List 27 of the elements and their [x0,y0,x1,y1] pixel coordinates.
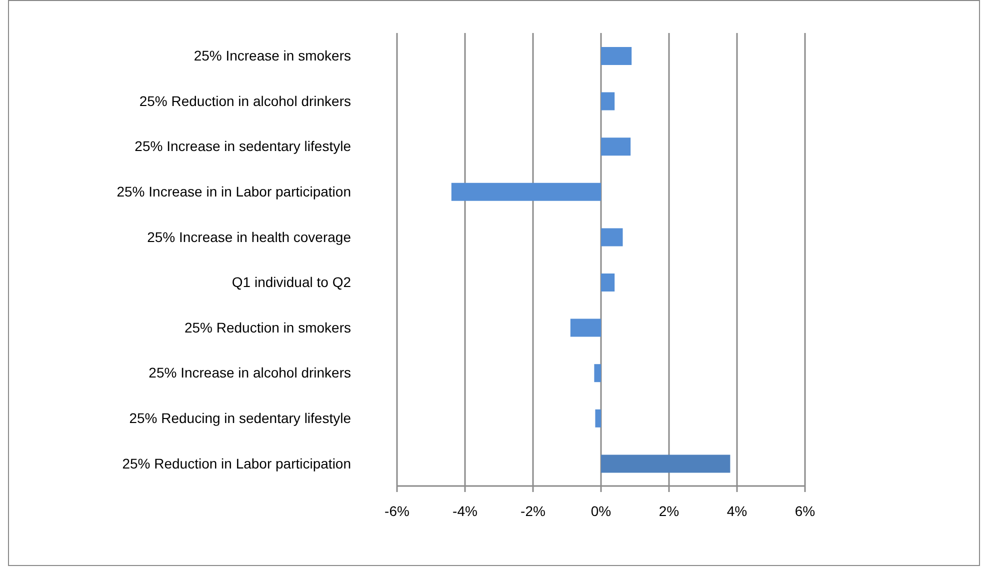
y-tick-label: 25% Reduction in Labor participation [122,455,351,472]
bar [601,454,730,473]
bar [601,138,631,156]
y-tick-label: 25% Reduction in alcohol drinkers [139,92,351,109]
y-tick-label: 25% Increase in sedentary lifestyle [134,138,352,154]
y-tick-label: 25% Increase in in Labor participation [116,184,351,200]
x-tick-label: 4% [726,502,748,519]
y-tick-label: Q1 individual to Q2 [232,274,352,290]
x-tick-label: 2% [658,502,680,519]
x-tick-label: -4% [452,502,478,519]
y-tick-label: 25% Increase in alcohol drinkers [148,364,351,381]
x-tick-label: 6% [794,502,816,519]
bar [601,92,615,110]
y-tick-label: 25% Reduction in smokers [184,319,351,336]
bar [601,47,632,65]
bar [601,228,623,246]
y-tick-label: 25% Increase in health coverage [147,228,352,245]
bar [451,182,601,201]
y-tick-label: 25% Reducing in sedentary lifestyle [129,410,352,426]
bar [570,318,601,337]
x-tick-label: 0% [590,502,612,519]
bar [595,409,601,428]
bar [594,364,601,382]
bar [601,274,615,292]
y-tick-label: 25% Increase in smokers [194,48,351,64]
x-tick-label: -2% [520,502,546,519]
x-tick-label: -6% [384,502,410,519]
